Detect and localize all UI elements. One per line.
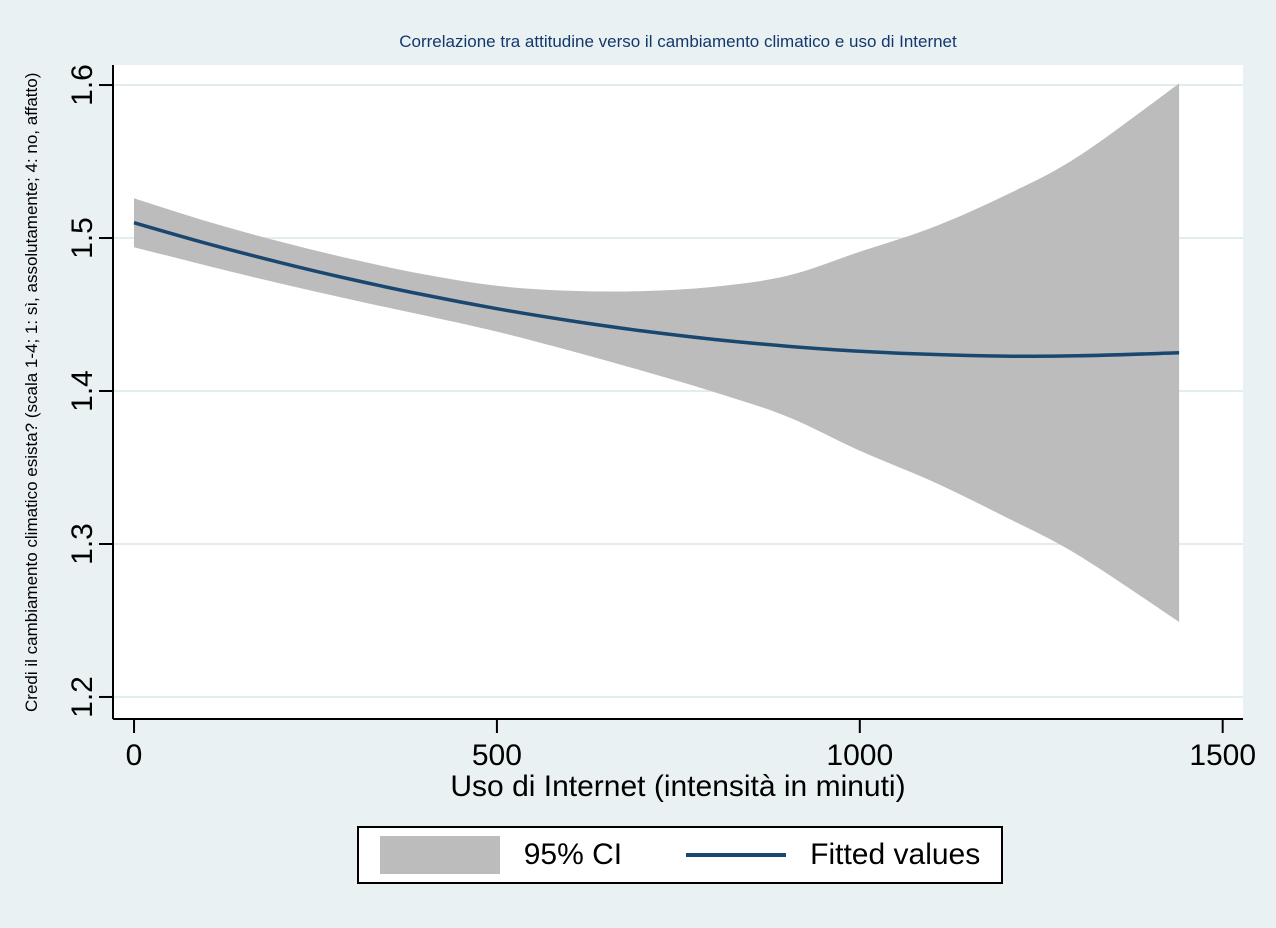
chart-title: Correlazione tra attitudine verso il cam… — [399, 32, 957, 51]
x-tick-label: 1000 — [826, 739, 893, 772]
y-tick-label: 1.4 — [66, 370, 99, 412]
y-tick-label: 1.2 — [66, 676, 99, 718]
legend: 95% CI Fitted values — [357, 826, 1003, 884]
x-tick-label: 1500 — [1189, 739, 1256, 772]
y-axis-title: Credi il cambiamento climatico esista? (… — [22, 72, 41, 712]
fitted-legend-label: Fitted values — [810, 838, 981, 871]
x-tick-label: 0 — [126, 739, 143, 772]
y-tick-label: 1.6 — [66, 64, 99, 106]
fitted-line-swatch — [686, 853, 787, 857]
fitted-line — [133, 221, 1180, 359]
x-tick-label: 500 — [472, 739, 522, 772]
ci-band-swatch — [379, 836, 500, 874]
x-axis-title: Uso di Internet (intensità in minuti) — [450, 770, 906, 803]
y-tick-label: 1.3 — [66, 523, 99, 565]
ci-legend-label: 95% CI — [523, 838, 623, 871]
ci-band — [134, 83, 1180, 622]
y-tick-label: 1.5 — [66, 217, 99, 259]
